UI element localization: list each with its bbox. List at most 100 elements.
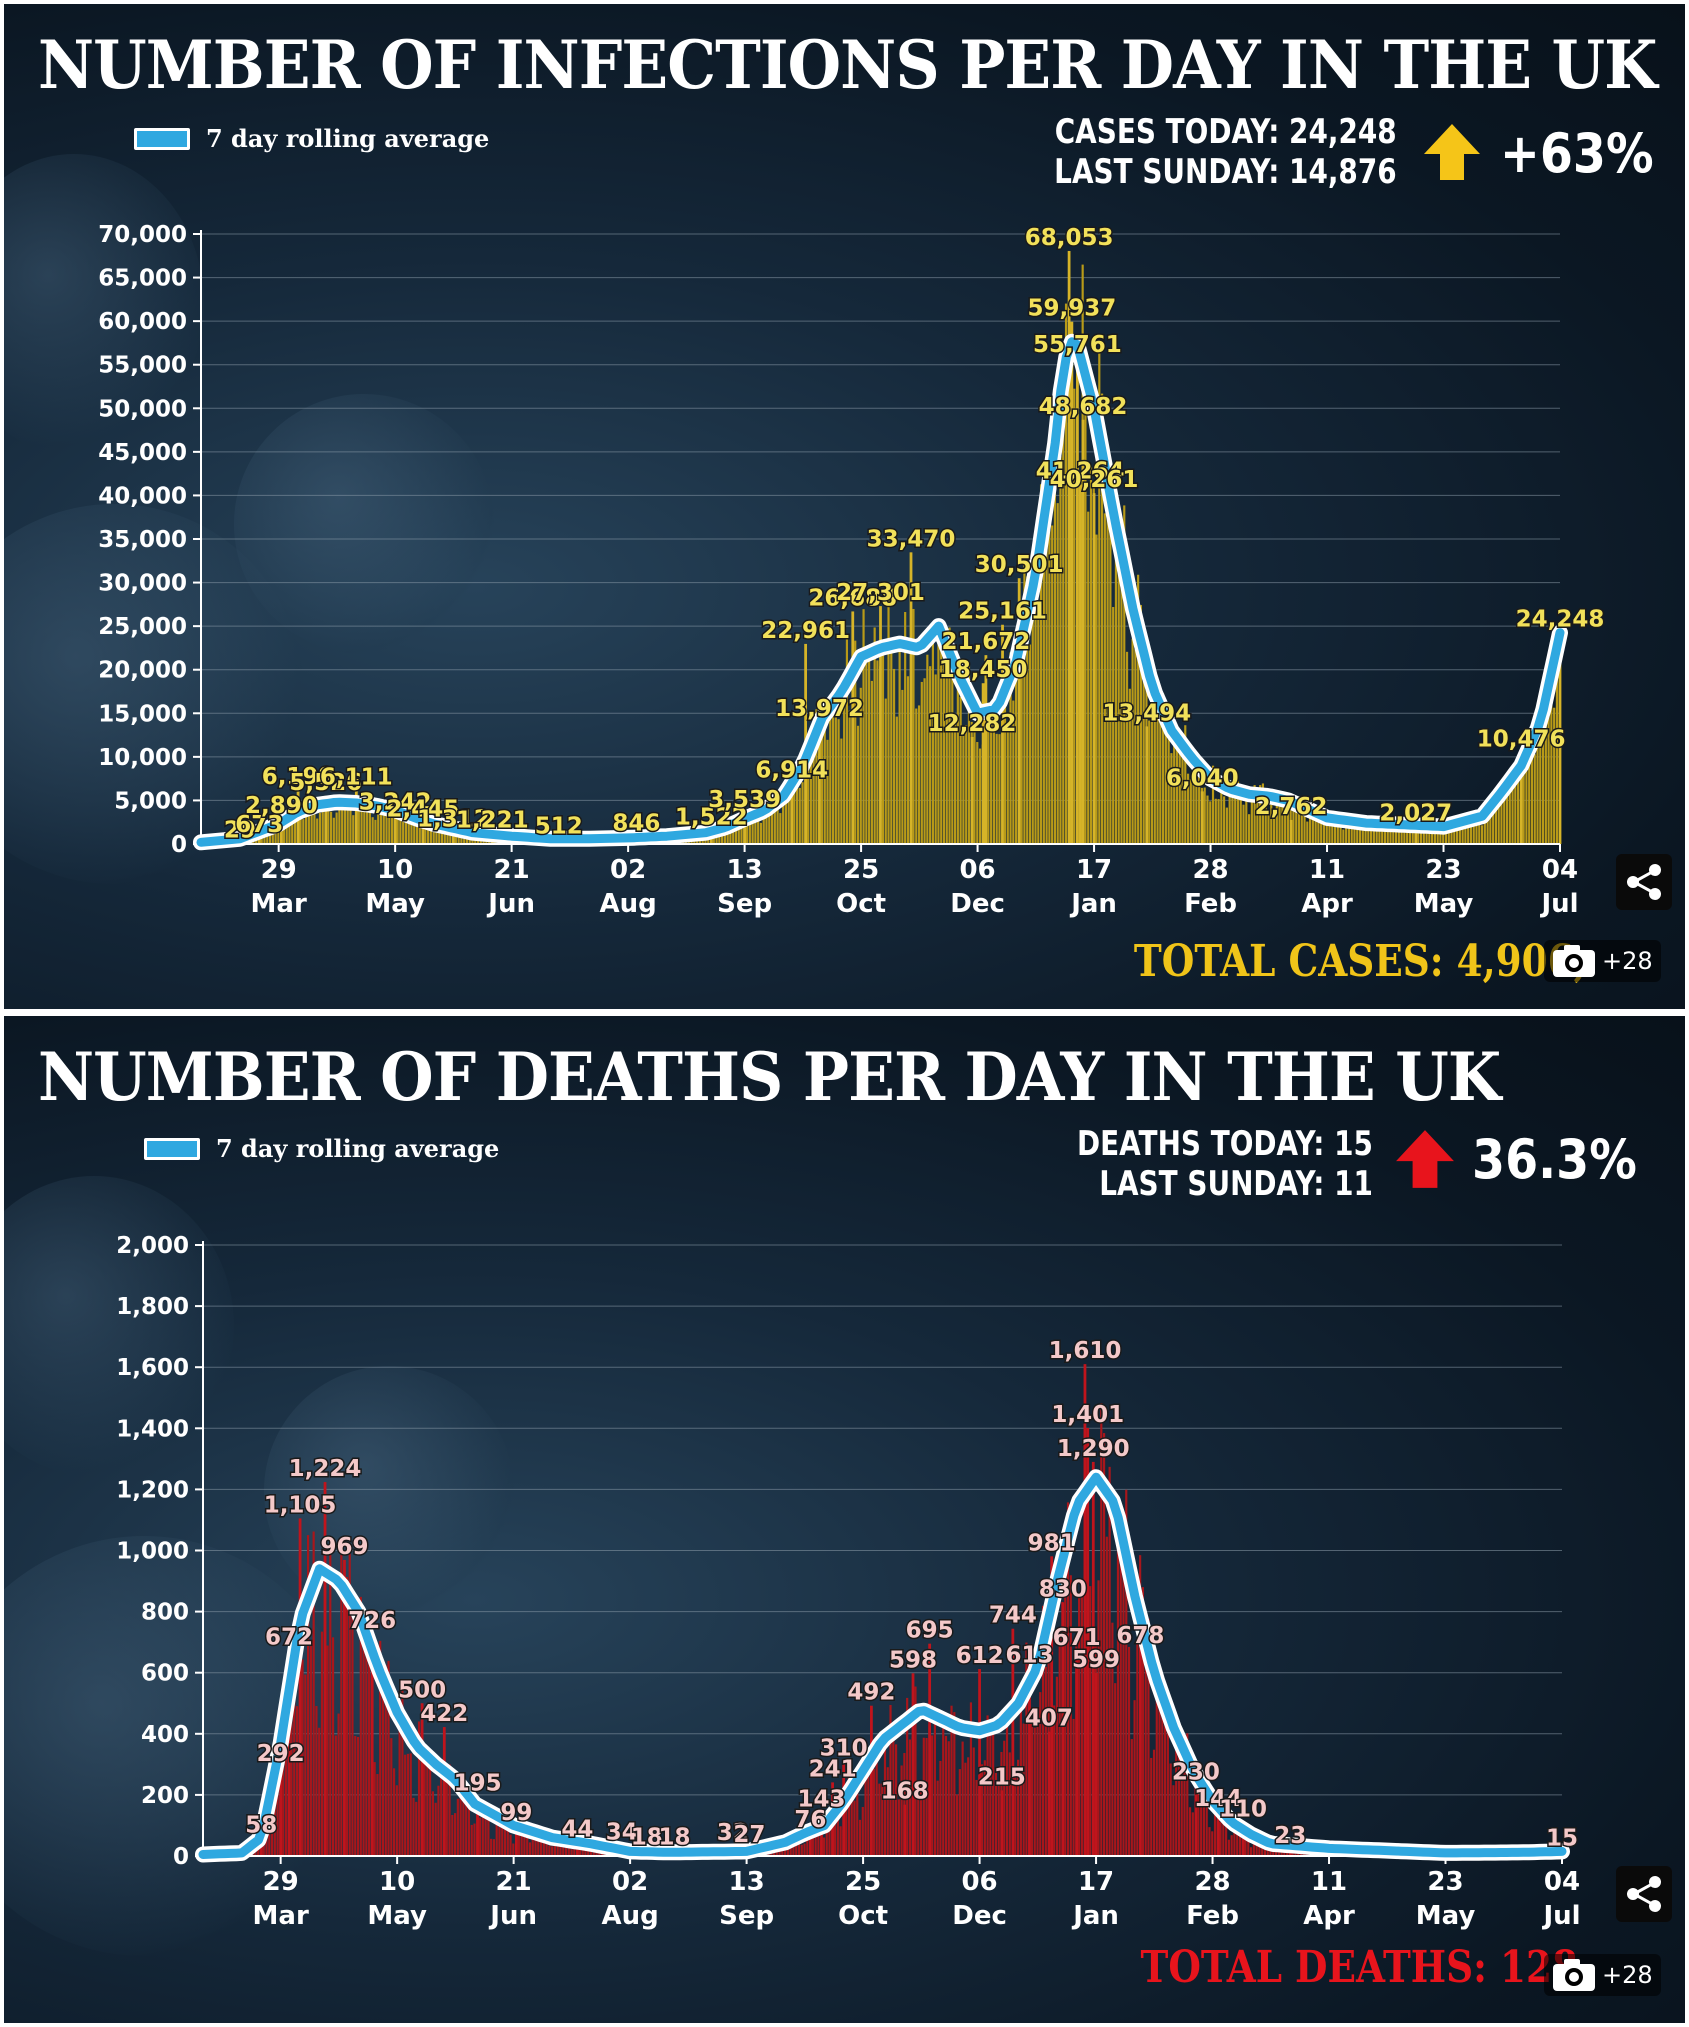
data-label: 29: [224, 818, 256, 844]
daily-bar: [257, 1844, 260, 1856]
data-label: 21,672: [942, 629, 1031, 655]
daily-bar: [1213, 1792, 1217, 1856]
daily-bar: [856, 1767, 859, 1856]
daily-bar: [1403, 832, 1406, 844]
daily-bar: [345, 1576, 349, 1856]
daily-bar: [503, 1819, 507, 1856]
daily-bar: [332, 817, 335, 844]
daily-bar: [453, 1813, 457, 1856]
daily-bar: [318, 1727, 321, 1856]
deaths-stats: DEATHS TODAY: 15 LAST SUNDAY: 11: [1077, 1124, 1373, 1204]
daily-bar: [1080, 1587, 1083, 1856]
daily-bar: [1059, 456, 1062, 844]
daily-bar: [1062, 361, 1065, 844]
daily-bar: [1370, 824, 1373, 844]
daily-bar: [1051, 525, 1054, 844]
daily-bar: [1245, 795, 1248, 844]
x-tick-day: 23: [1425, 855, 1461, 885]
y-tick-label: 400: [141, 1722, 189, 1748]
x-tick-day: 06: [959, 855, 995, 885]
daily-bar: [1228, 794, 1231, 844]
daily-bar-peak: [851, 611, 855, 844]
share-button[interactable]: [1616, 1866, 1672, 1922]
daily-bar: [839, 1826, 842, 1856]
share-button[interactable]: [1616, 854, 1672, 910]
up-arrow-icon: [1424, 124, 1480, 180]
daily-bar: [1069, 1575, 1072, 1856]
x-tick-month: Feb: [1184, 889, 1237, 919]
daily-bar: [1044, 1666, 1047, 1856]
daily-bar: [1227, 1839, 1230, 1856]
daily-bar: [923, 678, 926, 844]
daily-bar: [326, 1645, 329, 1856]
daily-bar-peak: [870, 1705, 873, 1856]
daily-bar-peak: [451, 832, 455, 844]
daily-bar: [900, 1765, 903, 1856]
deaths-chart-panel: NUMBER OF DEATHS PER DAY IN THE UK 7 day…: [4, 1016, 1685, 2023]
daily-bar: [390, 1738, 393, 1856]
daily-bar: [1178, 735, 1181, 844]
daily-bar: [359, 1596, 362, 1856]
y-tick-label: 70,000: [98, 222, 187, 248]
daily-bar: [440, 829, 444, 844]
daily-bar: [1417, 828, 1420, 844]
daily-bar: [1098, 348, 1101, 844]
daily-bar: [1166, 1728, 1169, 1856]
daily-bar: [837, 719, 840, 844]
data-label: 40,261: [1050, 467, 1139, 493]
daily-bar: [1525, 748, 1528, 844]
data-label: 68,053: [1025, 225, 1114, 251]
daily-bar: [903, 1753, 906, 1856]
daily-bar: [1436, 825, 1439, 844]
daily-bar: [861, 1806, 864, 1856]
data-label: 6,914: [755, 758, 828, 784]
daily-bar: [470, 1824, 473, 1856]
daily-bar: [845, 1801, 848, 1856]
gallery-badge[interactable]: +28: [1544, 1954, 1661, 1996]
daily-bar: [811, 1828, 814, 1856]
daily-bar: [1211, 1831, 1214, 1856]
daily-bar: [1494, 793, 1497, 844]
daily-bar: [1125, 1489, 1128, 1856]
daily-bar: [1175, 728, 1179, 844]
data-label: 612: [956, 1643, 1004, 1669]
daily-bar-peak: [1075, 1651, 1079, 1856]
rolling-average-line: [198, 1472, 1567, 1859]
daily-bar: [368, 809, 371, 844]
gallery-badge[interactable]: +28: [1544, 940, 1661, 982]
daily-bar: [1039, 484, 1043, 844]
daily-bar: [1116, 1544, 1120, 1856]
daily-bar: [368, 1648, 371, 1856]
daily-bar: [1411, 825, 1414, 844]
daily-bar: [1136, 1639, 1139, 1856]
daily-bar: [1177, 1729, 1181, 1856]
daily-bar: [759, 822, 763, 844]
daily-bar: [1544, 711, 1547, 844]
daily-bar: [1161, 1697, 1164, 1856]
data-label: 1,312: [417, 807, 490, 833]
data-label: 492: [847, 1680, 895, 1706]
daily-bar: [1053, 1705, 1056, 1856]
daily-bar: [435, 828, 438, 844]
daily-bar: [1353, 826, 1356, 844]
daily-bar: [1041, 1605, 1045, 1856]
daily-bar: [589, 1848, 593, 1856]
daily-bar-peak: [1076, 358, 1079, 844]
daily-bar: [751, 813, 754, 844]
legend-swatch: [144, 1137, 200, 1160]
daily-bar: [1325, 822, 1328, 844]
daily-bar: [276, 1789, 279, 1856]
daily-bar: [284, 1743, 287, 1856]
daily-bar-peak: [1083, 1364, 1087, 1856]
daily-bar: [878, 1783, 881, 1856]
daily-bar: [1442, 829, 1445, 844]
daily-bar: [465, 1789, 468, 1856]
daily-bar: [815, 709, 818, 844]
daily-bar: [987, 709, 990, 844]
daily-bar: [335, 812, 338, 844]
daily-bar-peak: [287, 1650, 291, 1856]
daily-bar: [318, 812, 322, 844]
daily-bar: [410, 823, 413, 844]
daily-bar-peak: [1145, 726, 1149, 844]
daily-bar: [1155, 1661, 1158, 1856]
